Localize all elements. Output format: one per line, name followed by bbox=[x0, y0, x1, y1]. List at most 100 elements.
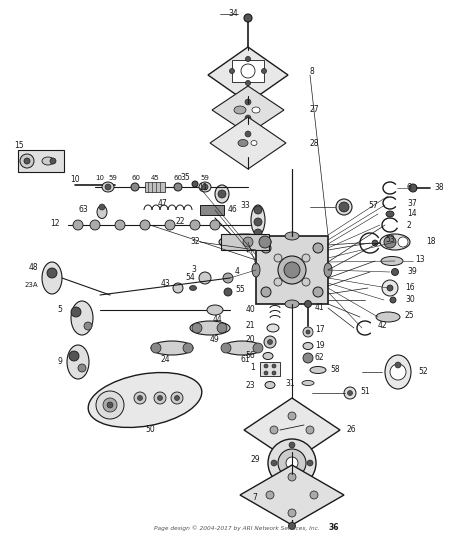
Circle shape bbox=[303, 353, 313, 363]
Circle shape bbox=[278, 256, 306, 284]
Circle shape bbox=[96, 391, 124, 419]
Text: 47: 47 bbox=[158, 198, 168, 207]
Text: 17: 17 bbox=[315, 325, 325, 334]
Circle shape bbox=[270, 426, 278, 434]
Circle shape bbox=[264, 364, 268, 368]
Bar bbox=[200, 205, 224, 215]
Circle shape bbox=[272, 364, 276, 368]
Circle shape bbox=[246, 56, 250, 62]
Text: 38: 38 bbox=[434, 183, 444, 192]
Text: 55: 55 bbox=[235, 286, 245, 294]
Circle shape bbox=[259, 236, 271, 248]
Circle shape bbox=[262, 69, 266, 73]
Text: 37: 37 bbox=[407, 198, 417, 207]
Circle shape bbox=[261, 243, 271, 253]
Text: 52: 52 bbox=[418, 368, 428, 376]
Text: 53: 53 bbox=[385, 235, 395, 244]
Text: 27: 27 bbox=[310, 106, 319, 115]
Ellipse shape bbox=[238, 139, 248, 146]
Ellipse shape bbox=[234, 106, 246, 114]
Circle shape bbox=[217, 323, 227, 333]
Ellipse shape bbox=[303, 343, 313, 349]
Circle shape bbox=[190, 220, 200, 230]
Circle shape bbox=[288, 412, 296, 420]
Circle shape bbox=[284, 262, 300, 278]
Text: 23: 23 bbox=[246, 381, 255, 390]
Text: 31: 31 bbox=[285, 378, 295, 388]
Ellipse shape bbox=[310, 367, 326, 374]
Circle shape bbox=[289, 478, 295, 484]
Text: 14: 14 bbox=[407, 209, 417, 218]
Circle shape bbox=[272, 371, 276, 375]
Text: Page design © 2004-2017 by ARI Network Services, Inc.: Page design © 2004-2017 by ARI Network S… bbox=[154, 525, 320, 531]
Circle shape bbox=[24, 158, 30, 164]
Polygon shape bbox=[210, 117, 286, 169]
Text: 20: 20 bbox=[246, 336, 255, 345]
Circle shape bbox=[78, 364, 86, 372]
Text: 36: 36 bbox=[329, 524, 339, 532]
Ellipse shape bbox=[285, 232, 299, 240]
Text: 41: 41 bbox=[315, 303, 325, 312]
Text: 15: 15 bbox=[14, 140, 24, 150]
Polygon shape bbox=[208, 47, 288, 103]
Text: 29: 29 bbox=[250, 456, 260, 465]
Ellipse shape bbox=[252, 107, 260, 113]
Text: 49: 49 bbox=[210, 336, 220, 345]
Circle shape bbox=[390, 364, 406, 380]
Ellipse shape bbox=[102, 182, 114, 192]
Circle shape bbox=[384, 236, 396, 248]
Bar bbox=[260, 362, 280, 376]
Circle shape bbox=[307, 460, 313, 466]
Ellipse shape bbox=[190, 286, 197, 291]
Text: 56: 56 bbox=[245, 351, 255, 360]
Ellipse shape bbox=[263, 353, 273, 360]
Circle shape bbox=[409, 184, 417, 192]
Ellipse shape bbox=[380, 234, 410, 250]
Circle shape bbox=[286, 457, 298, 469]
Ellipse shape bbox=[386, 211, 394, 217]
Circle shape bbox=[310, 491, 318, 499]
Circle shape bbox=[302, 254, 310, 262]
Text: 11: 11 bbox=[199, 183, 208, 192]
Circle shape bbox=[243, 237, 253, 247]
Text: 26: 26 bbox=[347, 426, 356, 435]
Circle shape bbox=[224, 288, 232, 296]
Circle shape bbox=[261, 287, 271, 297]
Text: 44: 44 bbox=[213, 316, 223, 324]
Circle shape bbox=[372, 240, 378, 246]
Text: 46: 46 bbox=[228, 205, 238, 214]
Ellipse shape bbox=[376, 312, 400, 322]
Circle shape bbox=[339, 202, 349, 212]
Text: 59: 59 bbox=[109, 175, 118, 181]
Circle shape bbox=[223, 273, 233, 283]
Text: 33: 33 bbox=[240, 200, 250, 210]
Ellipse shape bbox=[222, 341, 262, 355]
Text: 9: 9 bbox=[57, 358, 62, 367]
Text: 25: 25 bbox=[405, 311, 415, 321]
Circle shape bbox=[264, 371, 268, 375]
Polygon shape bbox=[244, 398, 340, 462]
Text: 40: 40 bbox=[245, 306, 255, 315]
Ellipse shape bbox=[302, 381, 314, 385]
Ellipse shape bbox=[97, 205, 107, 219]
Ellipse shape bbox=[385, 355, 411, 389]
Circle shape bbox=[313, 287, 323, 297]
Circle shape bbox=[245, 115, 251, 121]
Circle shape bbox=[47, 268, 57, 278]
Ellipse shape bbox=[42, 262, 62, 294]
Circle shape bbox=[395, 362, 401, 368]
Ellipse shape bbox=[267, 324, 279, 332]
Text: 8: 8 bbox=[310, 68, 315, 77]
Circle shape bbox=[103, 398, 117, 412]
Circle shape bbox=[347, 391, 353, 396]
Text: 16: 16 bbox=[405, 284, 415, 293]
Text: 43: 43 bbox=[160, 279, 170, 287]
Circle shape bbox=[90, 220, 100, 230]
Ellipse shape bbox=[190, 321, 230, 335]
Circle shape bbox=[134, 392, 146, 404]
Circle shape bbox=[115, 220, 125, 230]
Circle shape bbox=[344, 387, 356, 399]
Circle shape bbox=[382, 280, 398, 296]
Ellipse shape bbox=[88, 373, 202, 428]
Circle shape bbox=[71, 307, 81, 317]
